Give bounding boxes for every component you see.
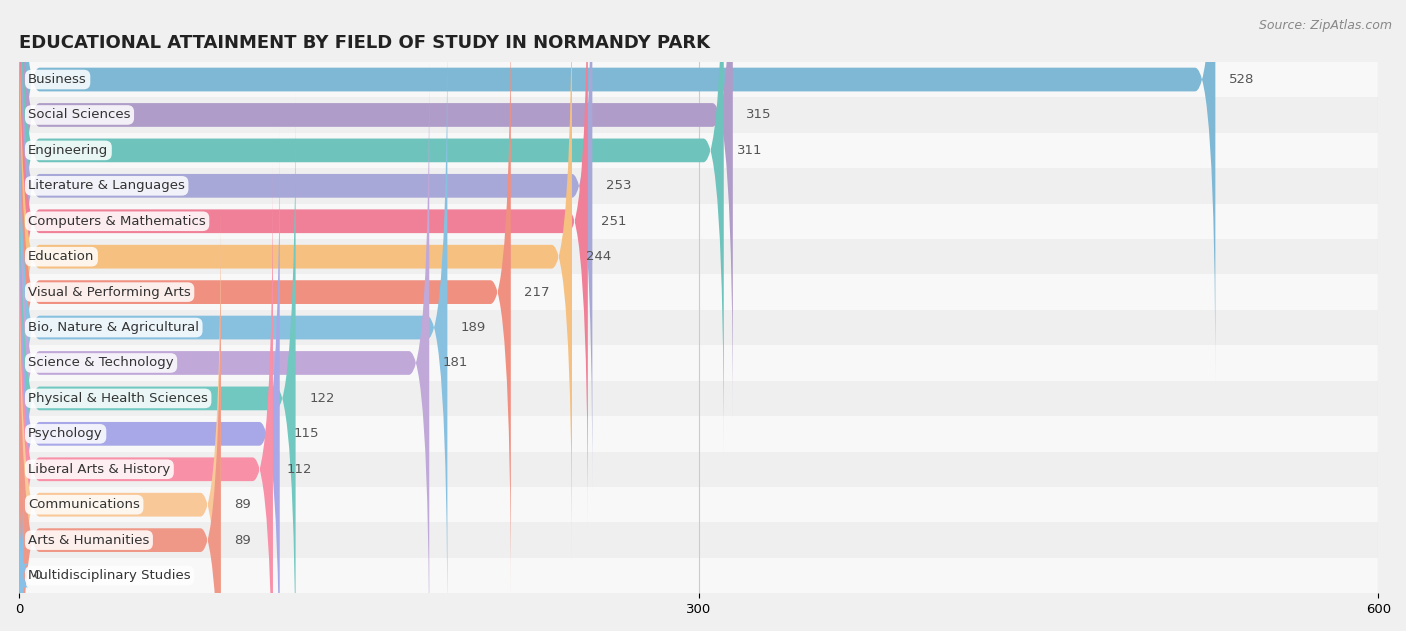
FancyBboxPatch shape (20, 56, 429, 631)
FancyBboxPatch shape (20, 91, 295, 631)
Bar (20, 97, 1378, 133)
Bar (20, 310, 1378, 345)
Text: 122: 122 (309, 392, 335, 405)
Text: Computers & Mathematics: Computers & Mathematics (28, 215, 207, 228)
Text: Source: ZipAtlas.com: Source: ZipAtlas.com (1258, 19, 1392, 32)
Text: 181: 181 (443, 357, 468, 370)
FancyBboxPatch shape (20, 0, 733, 422)
FancyBboxPatch shape (20, 0, 592, 493)
Text: EDUCATIONAL ATTAINMENT BY FIELD OF STUDY IN NORMANDY PARK: EDUCATIONAL ATTAINMENT BY FIELD OF STUDY… (20, 34, 710, 52)
Bar (20, 168, 1378, 204)
Text: Education: Education (28, 250, 94, 263)
Bar (20, 380, 1378, 416)
Text: Communications: Communications (28, 498, 141, 511)
FancyBboxPatch shape (20, 0, 724, 457)
FancyBboxPatch shape (20, 21, 447, 631)
Text: Psychology: Psychology (28, 427, 103, 440)
Text: 253: 253 (606, 179, 631, 192)
FancyBboxPatch shape (20, 0, 588, 528)
Text: 189: 189 (461, 321, 486, 334)
Text: 89: 89 (235, 534, 252, 546)
Bar (20, 416, 1378, 452)
Text: Visual & Performing Arts: Visual & Performing Arts (28, 286, 191, 298)
Text: 217: 217 (524, 286, 550, 298)
FancyBboxPatch shape (14, 445, 28, 631)
FancyBboxPatch shape (20, 0, 510, 599)
FancyBboxPatch shape (20, 198, 221, 631)
Text: 315: 315 (747, 109, 772, 121)
Bar (20, 487, 1378, 522)
Text: 89: 89 (235, 498, 252, 511)
FancyBboxPatch shape (20, 127, 280, 631)
Text: Literature & Languages: Literature & Languages (28, 179, 186, 192)
Text: Physical & Health Sciences: Physical & Health Sciences (28, 392, 208, 405)
Bar (20, 345, 1378, 380)
Text: Business: Business (28, 73, 87, 86)
FancyBboxPatch shape (20, 162, 273, 631)
Bar (20, 274, 1378, 310)
Text: 311: 311 (737, 144, 763, 157)
Text: 112: 112 (287, 463, 312, 476)
Bar (20, 133, 1378, 168)
Bar (20, 558, 1378, 593)
Text: Multidisciplinary Studies: Multidisciplinary Studies (28, 569, 191, 582)
Text: 244: 244 (585, 250, 610, 263)
Text: Science & Technology: Science & Technology (28, 357, 174, 370)
Text: Engineering: Engineering (28, 144, 108, 157)
Bar (20, 452, 1378, 487)
Text: 0: 0 (32, 569, 41, 582)
Text: Social Sciences: Social Sciences (28, 109, 131, 121)
Text: 115: 115 (294, 427, 319, 440)
Text: Bio, Nature & Agricultural: Bio, Nature & Agricultural (28, 321, 200, 334)
Text: Arts & Humanities: Arts & Humanities (28, 534, 149, 546)
Text: Liberal Arts & History: Liberal Arts & History (28, 463, 170, 476)
Bar (20, 204, 1378, 239)
Bar (20, 62, 1378, 97)
FancyBboxPatch shape (20, 0, 572, 563)
Text: 528: 528 (1229, 73, 1254, 86)
FancyBboxPatch shape (20, 233, 221, 631)
Bar (20, 522, 1378, 558)
FancyBboxPatch shape (20, 0, 1215, 387)
Text: 251: 251 (602, 215, 627, 228)
Bar (20, 239, 1378, 274)
